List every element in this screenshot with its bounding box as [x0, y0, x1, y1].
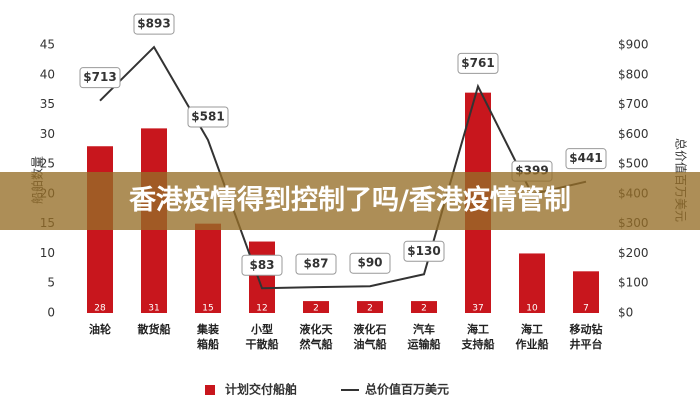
- y-tick-label: 30: [40, 127, 55, 141]
- y-tick-label: 10: [40, 246, 55, 260]
- label-box: [565, 148, 607, 170]
- value-label-box: $713: [79, 67, 121, 89]
- y2-tick-label: $700: [618, 97, 649, 111]
- y2-tick-label: $100: [618, 276, 649, 290]
- value-label: $893: [137, 17, 170, 31]
- y-tick-label: 5: [47, 276, 55, 290]
- bar-label: 2: [421, 304, 427, 314]
- value-label-box: $441: [565, 148, 607, 170]
- label-box: [187, 106, 229, 128]
- value-label-box: $83: [241, 254, 283, 276]
- y-tick-label: 0: [47, 306, 55, 320]
- x-tick-label: 液化石 油气船: [353, 323, 387, 351]
- label-box: [403, 240, 445, 262]
- label-box: [79, 67, 121, 89]
- y2-tick-label: $600: [618, 127, 649, 141]
- label-box: [133, 13, 175, 35]
- bar-label: 37: [472, 304, 483, 314]
- bar: [573, 271, 599, 313]
- value-label: $87: [303, 257, 328, 271]
- bar-label: 10: [526, 304, 538, 314]
- y2-tick-label: $500: [618, 157, 649, 171]
- value-label-box: $90: [349, 252, 391, 274]
- value-label: $90: [357, 256, 382, 270]
- x-tick-label: 液化天 然气船: [299, 323, 333, 351]
- x-tick-label: 散货船: [137, 323, 171, 336]
- y2-tick-label: $800: [618, 67, 649, 81]
- y2-tick-label: $900: [618, 38, 649, 52]
- y2-tick-label: $0: [618, 306, 633, 320]
- bar: [249, 241, 275, 313]
- bar-label: 31: [148, 304, 159, 314]
- x-tick-label: 海工 支持船: [461, 323, 495, 351]
- line: [99, 45, 587, 290]
- y-tick-label: 35: [40, 97, 55, 111]
- value-label: $713: [83, 70, 116, 84]
- value-label-box: $761: [457, 52, 499, 74]
- x-tick-label: 海工 作业船: [515, 323, 549, 351]
- y2-tick-label: $200: [618, 246, 649, 260]
- value-label: $761: [461, 56, 494, 70]
- label-box: [349, 252, 391, 274]
- legend-label: 总价值百万美元: [365, 382, 449, 397]
- value-label-box: $87: [295, 253, 337, 275]
- y-tick-label: 45: [40, 38, 55, 52]
- x-tick-label: 油轮: [89, 323, 111, 336]
- bar-label: 2: [367, 304, 373, 314]
- bar-label: 2: [313, 304, 319, 314]
- value-label: $83: [249, 258, 274, 272]
- x-tick-label: 集装 箱船: [197, 323, 219, 351]
- y-tick-label: 25: [40, 157, 55, 171]
- legend-swatch: [205, 385, 215, 395]
- bar-label: 28: [94, 304, 106, 314]
- bar: [519, 253, 545, 313]
- x-tick-label: 移动钻 井平台: [569, 323, 603, 351]
- bar-label: 15: [202, 304, 213, 314]
- value-label-box: $893: [133, 13, 175, 35]
- value-label: $441: [569, 151, 602, 165]
- bar: [303, 301, 329, 313]
- value-label: $581: [191, 109, 224, 123]
- label-box: [457, 52, 499, 74]
- value-label-box: $130: [403, 240, 445, 262]
- bar: [357, 301, 383, 313]
- label-box: [295, 253, 337, 275]
- bar: [195, 223, 221, 313]
- banner: 香港疫情得到控制了吗/香港疫情管制: [0, 172, 700, 230]
- bar-label: 12: [256, 304, 267, 314]
- x-tick-label: 小型 干散船: [245, 323, 279, 351]
- value-label-box: $581: [187, 106, 229, 128]
- y-tick-label: 40: [40, 67, 55, 81]
- bar-label: 7: [583, 304, 589, 314]
- label-box: [241, 254, 283, 276]
- value-label: $130: [407, 244, 440, 258]
- bar: [411, 301, 437, 313]
- x-tick-label: 汽车 运输船: [407, 323, 441, 351]
- legend-label: 计划交付船舶: [225, 382, 297, 397]
